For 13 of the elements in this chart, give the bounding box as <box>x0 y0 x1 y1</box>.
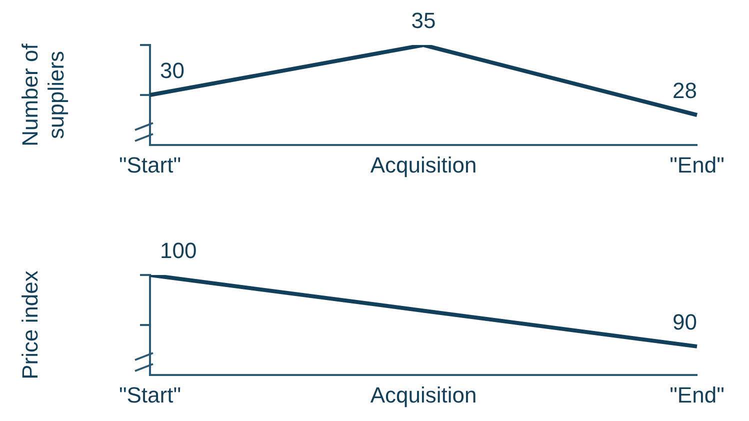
x-tick-label: "Start" <box>118 382 182 408</box>
x-tick-label: "End" <box>670 152 724 178</box>
y-axis-title: Number of suppliers <box>17 42 69 146</box>
data-label: 28 <box>672 78 697 104</box>
y-axis-title: Price index <box>17 270 42 380</box>
data-label: 90 <box>672 309 697 334</box>
data-label: 35 <box>411 8 436 34</box>
data-label: 100 <box>160 238 197 264</box>
x-tick-label: Acquisition <box>370 382 477 408</box>
data-label: 30 <box>160 58 184 84</box>
x-tick-label: Acquisition <box>370 152 477 178</box>
x-tick-label: "Start" <box>118 152 182 178</box>
x-tick-label: "End" <box>670 382 724 408</box>
